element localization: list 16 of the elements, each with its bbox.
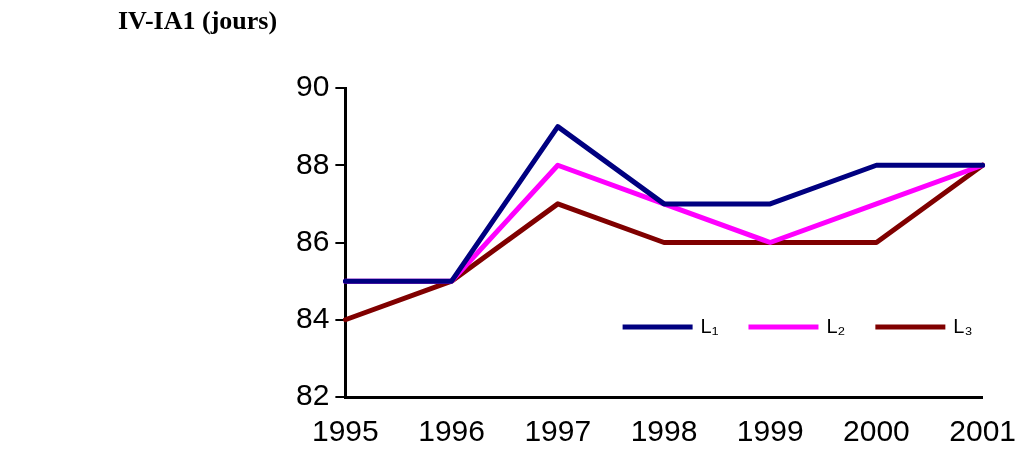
chart-title: IV-IA1 (jours) xyxy=(118,6,278,36)
y-tick-label: 86 xyxy=(295,223,330,257)
y-tick-label: 90 xyxy=(295,69,330,103)
x-tick-label: 2001 xyxy=(949,414,1017,448)
x-tick-label: 1999 xyxy=(736,414,804,448)
y-tick-label: 84 xyxy=(295,301,330,335)
y-tick-label: 88 xyxy=(295,146,330,180)
legend-label: L₃ xyxy=(953,314,973,337)
x-tick-label: 1996 xyxy=(418,414,485,448)
x-tick-label: 1995 xyxy=(311,414,379,448)
x-tick-label: 1997 xyxy=(524,414,592,448)
y-tick-label: 82 xyxy=(295,378,330,412)
x-tick-label: 2000 xyxy=(843,414,910,448)
legend-label: L₂ xyxy=(826,314,846,337)
legend-label: L₁ xyxy=(700,314,719,337)
x-tick-label: 1998 xyxy=(630,414,698,448)
